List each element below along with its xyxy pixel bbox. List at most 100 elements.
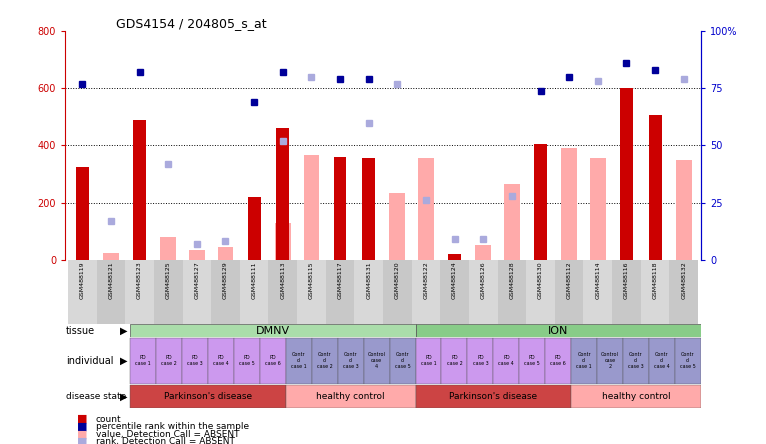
Text: GSM488130: GSM488130 — [538, 262, 543, 299]
Bar — [469, 260, 498, 324]
Bar — [418, 158, 434, 260]
Text: GSM488132: GSM488132 — [681, 262, 686, 299]
Bar — [383, 260, 411, 324]
Bar — [504, 184, 520, 260]
Bar — [612, 260, 640, 324]
Text: GSM488122: GSM488122 — [424, 262, 428, 299]
Bar — [676, 160, 692, 260]
Bar — [208, 338, 234, 384]
Bar — [476, 246, 491, 260]
Text: Contr
ol
case 5: Contr ol case 5 — [394, 353, 411, 369]
Text: PD
case 1: PD case 1 — [421, 355, 437, 366]
Bar — [154, 260, 182, 324]
Text: GSM488127: GSM488127 — [195, 262, 199, 299]
Text: GSM488116: GSM488116 — [624, 262, 629, 299]
Bar — [640, 260, 669, 324]
Text: GSM488118: GSM488118 — [653, 262, 657, 299]
Text: GSM488112: GSM488112 — [567, 262, 571, 299]
Text: GSM488117: GSM488117 — [338, 262, 342, 299]
Text: GSM488124: GSM488124 — [452, 262, 457, 299]
Bar — [534, 144, 547, 260]
Text: GSM488113: GSM488113 — [280, 262, 285, 299]
Text: Control
case
2: Control case 2 — [601, 353, 619, 369]
Bar — [415, 385, 571, 408]
Text: GSM488114: GSM488114 — [595, 262, 601, 299]
Bar — [519, 338, 545, 384]
Text: Parkinson's disease: Parkinson's disease — [450, 392, 538, 401]
Text: DMNV: DMNV — [256, 326, 290, 336]
Text: tissue: tissue — [66, 326, 95, 336]
Bar — [277, 128, 290, 260]
Text: healthy control: healthy control — [602, 392, 670, 401]
Bar — [411, 260, 440, 324]
Text: PD
case 3: PD case 3 — [187, 355, 203, 366]
Text: GSM488126: GSM488126 — [481, 262, 486, 299]
Bar — [234, 338, 260, 384]
Bar — [498, 260, 526, 324]
Bar — [338, 338, 364, 384]
Text: GDS4154 / 204805_s_at: GDS4154 / 204805_s_at — [116, 17, 267, 30]
Text: Contr
ol
case 3: Contr ol case 3 — [628, 353, 644, 369]
Bar — [669, 260, 698, 324]
Text: ION: ION — [548, 326, 568, 336]
Text: Contr
ol
case 1: Contr ol case 1 — [291, 353, 306, 369]
Text: PD
case 1: PD case 1 — [136, 355, 151, 366]
Bar — [493, 338, 519, 384]
Text: GSM488115: GSM488115 — [309, 262, 314, 299]
Bar — [156, 338, 182, 384]
Bar — [415, 325, 701, 337]
Text: count: count — [96, 415, 121, 424]
Bar — [620, 88, 633, 260]
Bar — [571, 385, 701, 408]
Text: PD
case 3: PD case 3 — [473, 355, 488, 366]
Bar — [390, 338, 415, 384]
Bar — [545, 338, 571, 384]
Bar — [590, 158, 606, 260]
Text: GSM488121: GSM488121 — [109, 262, 113, 299]
Bar — [103, 253, 119, 260]
Bar — [247, 197, 260, 260]
Text: Control
case
4: Control case 4 — [368, 353, 385, 369]
Text: individual: individual — [66, 356, 113, 366]
Bar — [571, 338, 597, 384]
Text: GSM488125: GSM488125 — [165, 262, 171, 299]
Bar — [326, 260, 355, 324]
Bar — [355, 260, 383, 324]
Bar — [448, 254, 461, 260]
Text: ■: ■ — [77, 414, 87, 424]
Text: Contr
ol
case 1: Contr ol case 1 — [576, 353, 592, 369]
Text: PD
case 4: PD case 4 — [213, 355, 229, 366]
Text: ■: ■ — [77, 422, 87, 432]
Bar — [364, 338, 390, 384]
Bar — [649, 338, 675, 384]
Text: GSM488123: GSM488123 — [137, 262, 142, 299]
Text: GSM488129: GSM488129 — [223, 262, 228, 299]
Bar — [526, 260, 555, 324]
Bar — [286, 385, 415, 408]
Bar — [312, 338, 338, 384]
Bar — [623, 338, 649, 384]
Text: GSM488131: GSM488131 — [366, 262, 372, 299]
Bar — [303, 155, 319, 260]
Text: GSM488119: GSM488119 — [80, 262, 85, 299]
Text: Contr
ol
case 2: Contr ol case 2 — [317, 353, 332, 369]
Bar — [334, 157, 346, 260]
Bar — [597, 338, 623, 384]
Text: healthy control: healthy control — [316, 392, 385, 401]
Bar — [182, 338, 208, 384]
Bar — [240, 260, 268, 324]
Bar — [130, 325, 415, 337]
Text: Contr
ol
case 5: Contr ol case 5 — [680, 353, 696, 369]
Text: ■: ■ — [77, 429, 87, 439]
Bar — [389, 193, 405, 260]
Bar — [286, 338, 312, 384]
Bar — [126, 260, 154, 324]
Bar — [76, 167, 89, 260]
Bar — [130, 385, 286, 408]
Bar — [260, 338, 286, 384]
Text: Contr
ol
case 4: Contr ol case 4 — [654, 353, 669, 369]
Bar — [218, 247, 234, 260]
Text: percentile rank within the sample: percentile rank within the sample — [96, 422, 249, 431]
Text: ▶: ▶ — [119, 391, 127, 401]
Text: value, Detection Call = ABSENT: value, Detection Call = ABSENT — [96, 430, 239, 439]
